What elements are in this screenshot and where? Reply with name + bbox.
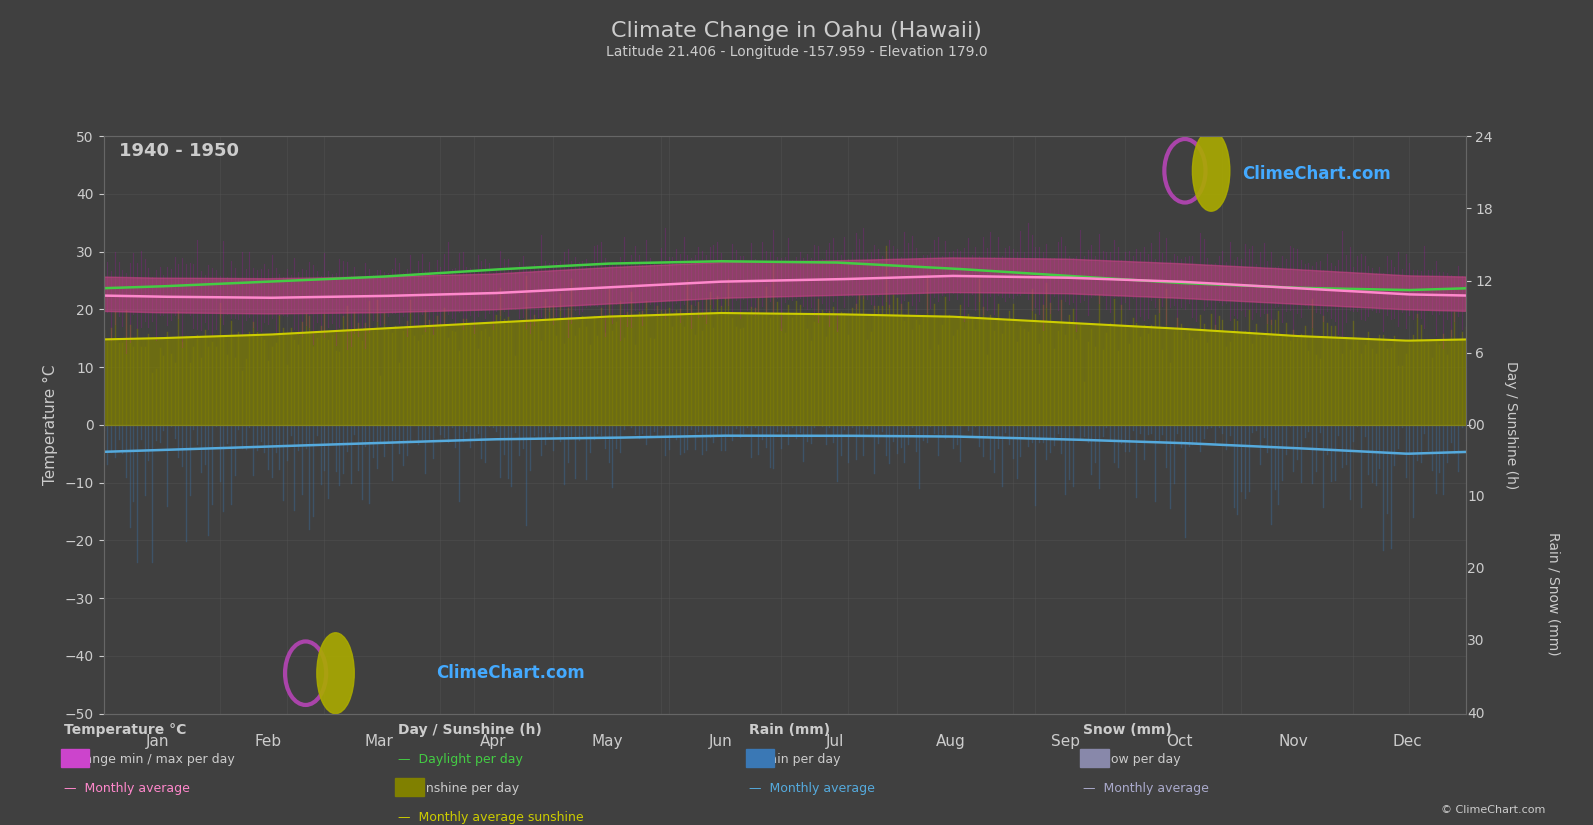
Text: 0: 0 (1467, 418, 1477, 431)
Text: Temperature °C: Temperature °C (64, 724, 186, 738)
Y-axis label: Temperature °C: Temperature °C (43, 365, 57, 485)
Y-axis label: Day / Sunshine (h): Day / Sunshine (h) (1504, 361, 1518, 489)
Text: Nov: Nov (1279, 734, 1308, 749)
Ellipse shape (317, 633, 354, 714)
Text: 1940 - 1950: 1940 - 1950 (118, 142, 239, 160)
Text: Snow per day: Snow per day (1083, 753, 1180, 766)
Text: ClimeChart.com: ClimeChart.com (1243, 165, 1391, 183)
Text: Apr: Apr (479, 734, 507, 749)
Text: Snow (mm): Snow (mm) (1083, 724, 1172, 738)
Text: Oct: Oct (1166, 734, 1193, 749)
Text: —  Monthly average: — Monthly average (64, 782, 190, 795)
Text: 10: 10 (1467, 490, 1485, 504)
Text: Mar: Mar (365, 734, 393, 749)
Text: 40: 40 (1467, 707, 1485, 720)
Text: Jun: Jun (709, 734, 733, 749)
Text: Day / Sunshine (h): Day / Sunshine (h) (398, 724, 542, 738)
Text: May: May (591, 734, 623, 749)
Text: Range min / max per day: Range min / max per day (64, 753, 234, 766)
Text: Jul: Jul (825, 734, 844, 749)
Text: © ClimeChart.com: © ClimeChart.com (1440, 804, 1545, 814)
Text: —  Monthly average: — Monthly average (749, 782, 875, 795)
Text: Sep: Sep (1051, 734, 1080, 749)
Text: Rain / Snow (mm): Rain / Snow (mm) (1547, 532, 1560, 656)
Text: Dec: Dec (1392, 734, 1423, 749)
Text: —  Monthly average: — Monthly average (1083, 782, 1209, 795)
Text: Aug: Aug (937, 734, 965, 749)
Text: Feb: Feb (255, 734, 282, 749)
Text: —  Monthly average sunshine: — Monthly average sunshine (398, 811, 585, 824)
Text: Jan: Jan (147, 734, 169, 749)
Text: Sunshine per day: Sunshine per day (398, 782, 519, 795)
Text: Rain (mm): Rain (mm) (749, 724, 830, 738)
Text: Climate Change in Oahu (Hawaii): Climate Change in Oahu (Hawaii) (612, 21, 981, 40)
Text: Rain per day: Rain per day (749, 753, 840, 766)
Text: Latitude 21.406 - Longitude -157.959 - Elevation 179.0: Latitude 21.406 - Longitude -157.959 - E… (605, 45, 988, 59)
Ellipse shape (1193, 130, 1230, 211)
Text: —  Daylight per day: — Daylight per day (398, 753, 523, 766)
Text: ClimeChart.com: ClimeChart.com (436, 664, 585, 682)
Text: 30: 30 (1467, 634, 1485, 648)
Text: 20: 20 (1467, 563, 1485, 576)
